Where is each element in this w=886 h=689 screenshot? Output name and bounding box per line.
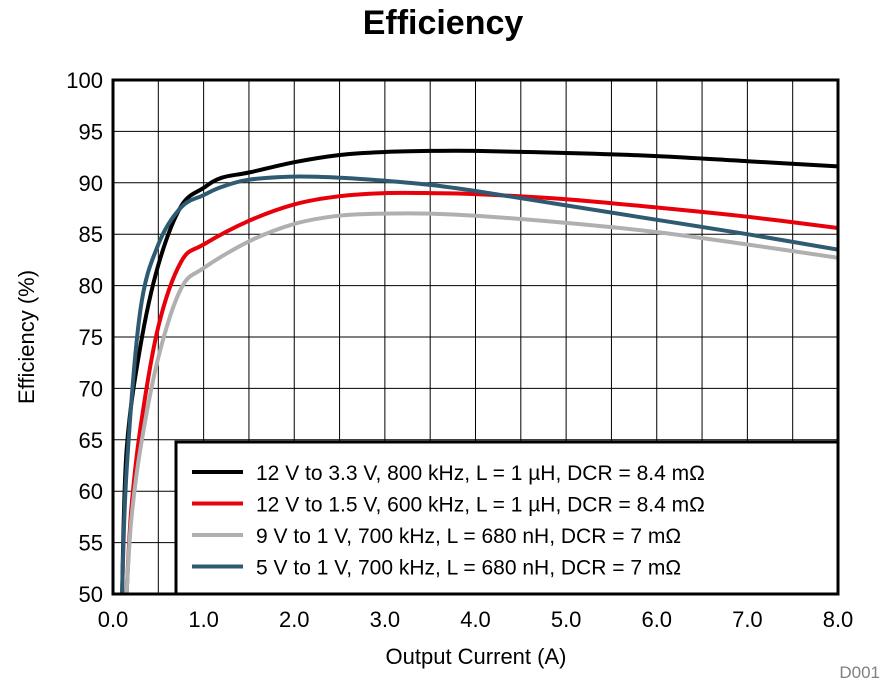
y-tick-label: 85 bbox=[79, 222, 103, 247]
y-tick-label: 95 bbox=[79, 119, 103, 144]
legend: 12 V to 3.3 V, 800 kHz, L = 1 µH, DCR = … bbox=[174, 440, 840, 596]
series-line-3 bbox=[124, 211, 838, 594]
chart-title: Efficiency bbox=[363, 4, 524, 42]
y-tick-label: 100 bbox=[66, 68, 103, 93]
legend-box bbox=[174, 440, 840, 596]
legend-label-4: 5 V to 1 V, 700 kHz, L = 680 nH, DCR = 7… bbox=[256, 557, 681, 580]
x-tick-label: 8.0 bbox=[823, 607, 854, 632]
x-tick-label: 3.0 bbox=[370, 607, 401, 632]
figure-code: D001 bbox=[839, 663, 880, 682]
y-tick-label: 55 bbox=[79, 531, 103, 556]
y-tick-label: 90 bbox=[79, 171, 103, 196]
x-axis-label: Output Current (A) bbox=[386, 644, 567, 669]
y-tick-label: 60 bbox=[79, 479, 103, 504]
y-tick-label: 70 bbox=[79, 376, 103, 401]
x-tick-label: 5.0 bbox=[551, 607, 582, 632]
x-axis-ticks: 0.0 1.0 2.0 3.0 4.0 5.0 6.0 7.0 8.0 bbox=[98, 607, 854, 632]
series-line-2 bbox=[124, 190, 838, 594]
y-axis-label: Efficiency (%) bbox=[14, 270, 39, 404]
x-tick-label: 1.0 bbox=[188, 607, 219, 632]
y-tick-label: 80 bbox=[79, 274, 103, 299]
x-tick-label: 2.0 bbox=[279, 607, 310, 632]
series-lines bbox=[120, 148, 838, 594]
series-line-4 bbox=[120, 174, 838, 594]
series-line-1 bbox=[120, 148, 838, 594]
x-tick-label: 6.0 bbox=[641, 607, 672, 632]
x-tick-label: 4.0 bbox=[460, 607, 491, 632]
legend-label-1: 12 V to 3.3 V, 800 kHz, L = 1 µH, DCR = … bbox=[256, 462, 705, 485]
x-tick-label: 7.0 bbox=[732, 607, 763, 632]
y-tick-label: 75 bbox=[79, 325, 103, 350]
y-axis-ticks: 50 55 60 65 70 75 80 85 90 95 100 bbox=[66, 68, 103, 607]
legend-label-3: 9 V to 1 V, 700 kHz, L = 680 nH, DCR = 7… bbox=[256, 525, 681, 548]
legend-label-2: 12 V to 1.5 V, 600 kHz, L = 1 µH, DCR = … bbox=[256, 494, 705, 517]
x-tick-label: 0.0 bbox=[98, 607, 129, 632]
y-tick-label: 65 bbox=[79, 428, 103, 453]
y-tick-label: 50 bbox=[79, 582, 103, 607]
